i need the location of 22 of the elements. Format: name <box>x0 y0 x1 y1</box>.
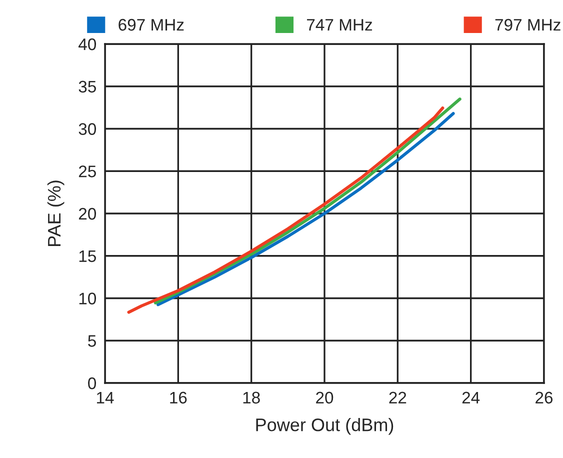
x-axis-title: Power Out (dBm) <box>256 418 394 435</box>
y-tick-label: 10 <box>79 292 96 304</box>
line-series <box>127 106 444 314</box>
y-tick-label: 0 <box>88 377 96 390</box>
y-tick-label: 15 <box>79 250 96 262</box>
x-tick-label: 16 <box>170 392 187 404</box>
legend-label: 797 MHz <box>495 18 560 31</box>
y-axis-title: PAE (%) <box>47 180 64 246</box>
legend-label: 697 MHz <box>118 18 184 31</box>
y-tick-label: 25 <box>78 166 96 178</box>
y-tick-label: 35 <box>78 80 96 93</box>
y-tick-label: 5 <box>88 335 96 347</box>
y-tick-label: 40 <box>78 38 96 50</box>
x-tick-label: 14 <box>97 392 114 404</box>
x-tick-label: 24 <box>462 392 480 404</box>
x-tick-label: 22 <box>389 392 406 404</box>
y-tick-label: 20 <box>78 208 96 220</box>
x-tick-label: 18 <box>243 392 260 404</box>
legend-label: 747 MHz <box>307 19 372 31</box>
x-tick-label: 20 <box>316 392 334 404</box>
y-tick-label: 30 <box>78 123 96 135</box>
x-tick-label: 26 <box>536 392 553 404</box>
